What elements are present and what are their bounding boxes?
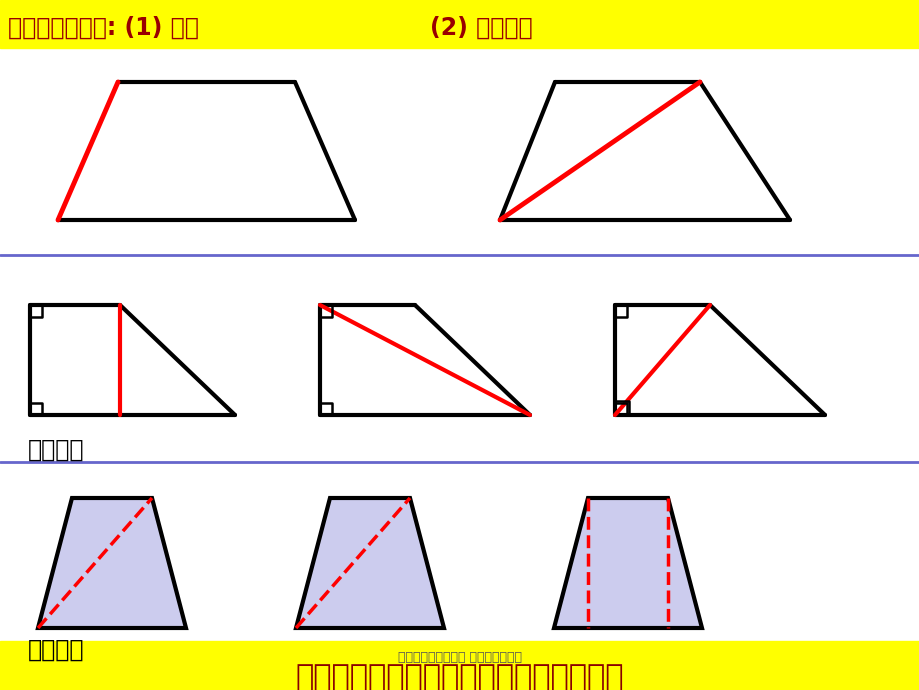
- Text: 等腰梯形: 等腰梯形: [28, 638, 85, 662]
- Text: 直角梯形: 直角梯形: [28, 438, 85, 462]
- Text: (2) 画对角线: (2) 画对角线: [429, 16, 532, 40]
- Text: 上述分割方法，是梯形面积计算的关键。: 上述分割方法，是梯形面积计算的关键。: [295, 663, 624, 690]
- Polygon shape: [38, 498, 186, 628]
- Text: 【最新】八年级数学 梯形的性质课件: 【最新】八年级数学 梯形的性质课件: [398, 651, 521, 664]
- Text: 分割梯形的方法: (1) 平移: 分割梯形的方法: (1) 平移: [8, 16, 199, 40]
- Bar: [0, 0, 919, 48]
- Bar: [0, 641, 919, 690]
- Polygon shape: [553, 498, 701, 628]
- Polygon shape: [296, 498, 444, 628]
